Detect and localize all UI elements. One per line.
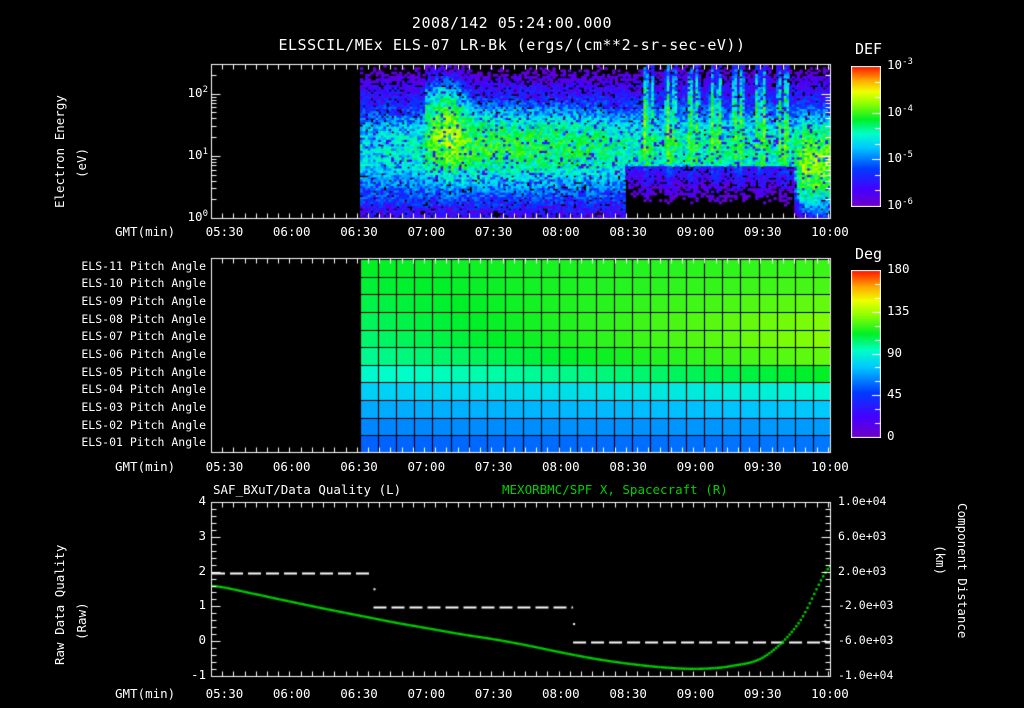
panel1-xtick-label: 08:30 bbox=[609, 224, 647, 239]
panel3-xtick-label: 06:30 bbox=[340, 686, 378, 701]
panel1-xtick-label: 08:00 bbox=[542, 224, 580, 239]
panel3-axes bbox=[209, 500, 852, 698]
panel1-ylabel: Electron Energy bbox=[52, 95, 67, 208]
panel3-xtick-label: 07:00 bbox=[407, 686, 446, 701]
panel1-xtick-label: 07:30 bbox=[474, 224, 513, 239]
panel2-row-label: ELS-02 Pitch Angle bbox=[81, 417, 206, 432]
panel3-ytick-label: 0 bbox=[198, 632, 206, 648]
panel3-right-ytick-label: 2.0e+03 bbox=[838, 563, 887, 578]
panel3-ylabel: Raw Data Quality bbox=[52, 544, 67, 665]
title-datetime: 2008/142 05:24:00.000 bbox=[411, 14, 613, 32]
panel3-right-ylabel-units: (km) bbox=[933, 545, 948, 576]
panel3-xtick-label: 09:00 bbox=[676, 686, 715, 701]
panel2-row-label: ELS-11 Pitch Angle bbox=[81, 258, 206, 273]
panel2-row-label: ELS-05 Pitch Angle bbox=[81, 364, 206, 379]
deg-colorbar-tick-label: 0 bbox=[887, 428, 895, 443]
panel1-ylabel-units: (eV) bbox=[74, 147, 89, 178]
panel1-ytick-label: 102 bbox=[187, 84, 208, 100]
panel1-xtick-label: 09:30 bbox=[743, 224, 782, 239]
subtitle-text: ELSSCIL/MEx ELS-07 LR-Bk (ergs/(cm**2-sr… bbox=[278, 36, 746, 54]
def-colorbar-tick-label: 10-5 bbox=[887, 150, 913, 166]
panel2-xtick-label: 06:30 bbox=[340, 459, 378, 474]
panel2-axes bbox=[209, 256, 852, 474]
panel2-row-label: ELS-04 Pitch Angle bbox=[81, 382, 206, 397]
panel1-xtick-label: 09:00 bbox=[676, 224, 715, 239]
deg-colorbar-tick-label: 45 bbox=[887, 386, 903, 402]
panel3-right-ylabel: Component Distance bbox=[955, 503, 970, 639]
deg-colorbar bbox=[851, 270, 881, 438]
panel2-xtick-label: 07:00 bbox=[407, 459, 446, 474]
panel2-row-label: ELS-09 Pitch Angle bbox=[81, 294, 206, 309]
panel3-title-left: SAF_BXuT/Data Quality (L) bbox=[213, 482, 402, 497]
panel3-xtick-label: 09:30 bbox=[743, 686, 782, 701]
panel3-xtick-label: 08:30 bbox=[609, 686, 647, 701]
panel2-xtick-label: 08:30 bbox=[609, 459, 647, 474]
panel2-row-label: ELS-01 Pitch Angle bbox=[81, 435, 206, 450]
page-title: 2008/142 05:24:00.000 bbox=[0, 14, 1024, 32]
page-subtitle: ELSSCIL/MEx ELS-07 LR-Bk (ergs/(cm**2-sr… bbox=[0, 36, 1024, 54]
panel2-row-label: ELS-03 Pitch Angle bbox=[81, 399, 206, 414]
deg-colorbar-tick-label: 135 bbox=[887, 302, 910, 318]
panel1-xlabel: GMT(min) bbox=[115, 224, 176, 239]
panel1-ytick-label: 101 bbox=[187, 146, 208, 162]
def-colorbar-tick-label: 10-6 bbox=[887, 197, 913, 213]
panel2-xlabel: GMT(min) bbox=[115, 459, 176, 474]
panel3-ylabel-units: (Raw) bbox=[74, 602, 89, 640]
panel2-row-label: ELS-10 Pitch Angle bbox=[81, 276, 206, 291]
panel1-ytick-label: 100 bbox=[187, 209, 208, 225]
panel2-xtick-label: 09:30 bbox=[743, 459, 782, 474]
panel1-xtick-label: 06:00 bbox=[272, 224, 311, 239]
panel2-xtick-label: 09:00 bbox=[676, 459, 715, 474]
deg-colorbar-title: Deg bbox=[855, 245, 883, 263]
panel3-ytick-label: 2 bbox=[198, 562, 206, 578]
panel3-title-right: MEXORBMC/SPF X, Spacecraft (R) bbox=[502, 482, 728, 497]
panel2-row-label: ELS-07 Pitch Angle bbox=[81, 329, 206, 344]
panel3-ytick-label: 1 bbox=[198, 597, 206, 613]
panel2-row-label: ELS-06 Pitch Angle bbox=[81, 347, 206, 361]
panel2-xtick-label: 05:30 bbox=[205, 459, 244, 474]
panel3-right-ytick-label: 6.0e+03 bbox=[838, 528, 887, 543]
panel3-right-ytick-label: -1.0e+04 bbox=[838, 668, 894, 682]
deg-colorbar-tick-label: 90 bbox=[887, 344, 903, 360]
panel3-ytick-label: 4 bbox=[198, 493, 206, 508]
panel1-xtick-label: 07:00 bbox=[407, 224, 446, 239]
panel1-xtick-label: 05:30 bbox=[205, 224, 244, 239]
def-colorbar-title: DEF bbox=[855, 40, 883, 58]
panel3-right-ytick-label: -6.0e+03 bbox=[838, 633, 894, 648]
panel3-right-ytick-label: 1.0e+04 bbox=[838, 494, 887, 508]
panel1-xtick-label: 06:30 bbox=[340, 224, 378, 239]
panel2-row-label: ELS-08 Pitch Angle bbox=[81, 311, 206, 326]
panel3-xtick-label: 08:00 bbox=[542, 686, 580, 701]
panel1-axes bbox=[209, 62, 852, 240]
panel3-xtick-label: 07:30 bbox=[474, 686, 513, 701]
panel2-xtick-label: 10:00 bbox=[811, 459, 849, 474]
deg-colorbar-tick-label: 180 bbox=[887, 261, 910, 276]
panel3-ytick-label: -1 bbox=[190, 667, 206, 682]
panel3-ytick-label: 3 bbox=[198, 527, 206, 543]
panel3-xtick-label: 10:00 bbox=[811, 686, 849, 701]
panel2-xtick-label: 08:00 bbox=[542, 459, 580, 474]
panel2-xtick-label: 06:00 bbox=[272, 459, 311, 474]
panel3-xtick-label: 05:30 bbox=[205, 686, 244, 701]
panel3-xtick-label: 06:00 bbox=[272, 686, 311, 701]
def-colorbar-tick-label: 10-4 bbox=[887, 103, 913, 119]
def-colorbar-tick-label: 10-3 bbox=[887, 57, 913, 73]
panel2-xtick-label: 07:30 bbox=[474, 459, 513, 474]
panel3-xlabel: GMT(min) bbox=[115, 686, 176, 701]
panel1-xtick-label: 10:00 bbox=[811, 224, 849, 239]
panel3-right-ytick-label: -2.0e+03 bbox=[838, 598, 894, 613]
def-colorbar bbox=[851, 66, 881, 207]
